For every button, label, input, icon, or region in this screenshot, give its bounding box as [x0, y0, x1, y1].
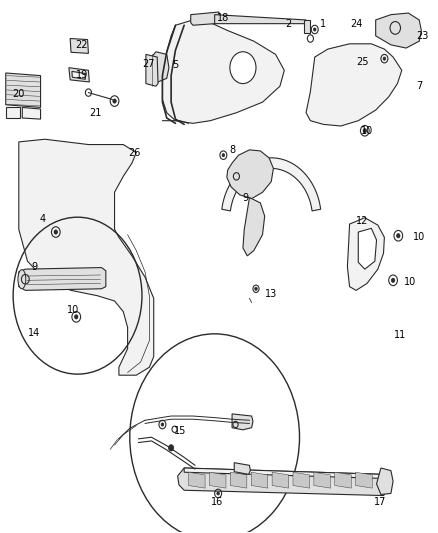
Circle shape	[396, 233, 400, 238]
Text: 26: 26	[128, 148, 140, 158]
Polygon shape	[347, 217, 385, 290]
Polygon shape	[243, 198, 265, 256]
Polygon shape	[377, 468, 393, 495]
Polygon shape	[234, 463, 251, 474]
Circle shape	[169, 445, 174, 451]
Text: 13: 13	[265, 289, 277, 299]
Text: 14: 14	[28, 328, 40, 338]
Text: 11: 11	[393, 330, 406, 341]
Text: 10: 10	[413, 232, 425, 243]
Text: 20: 20	[13, 89, 25, 99]
Polygon shape	[335, 472, 351, 488]
Circle shape	[74, 315, 78, 319]
Circle shape	[314, 28, 316, 31]
Polygon shape	[191, 12, 219, 25]
Text: 5: 5	[172, 60, 179, 70]
Polygon shape	[184, 468, 388, 479]
Polygon shape	[356, 472, 372, 488]
Polygon shape	[188, 472, 205, 488]
Circle shape	[383, 57, 386, 60]
Polygon shape	[70, 38, 88, 53]
Polygon shape	[178, 468, 389, 496]
Circle shape	[222, 154, 225, 157]
Polygon shape	[227, 150, 273, 199]
Text: 25: 25	[357, 58, 369, 67]
Text: 12: 12	[357, 216, 369, 227]
Text: 24: 24	[350, 19, 362, 29]
Polygon shape	[306, 44, 402, 126]
Polygon shape	[19, 268, 106, 290]
Polygon shape	[358, 228, 377, 269]
Polygon shape	[376, 13, 421, 48]
Text: 27: 27	[142, 59, 155, 69]
Polygon shape	[6, 108, 20, 118]
Polygon shape	[69, 68, 89, 82]
Circle shape	[363, 128, 367, 133]
Polygon shape	[222, 158, 321, 211]
Text: 10: 10	[404, 277, 417, 287]
Polygon shape	[149, 52, 169, 82]
Polygon shape	[272, 472, 289, 488]
Text: 22: 22	[76, 40, 88, 50]
Polygon shape	[251, 472, 268, 488]
Text: 1: 1	[320, 19, 326, 29]
Polygon shape	[230, 472, 247, 488]
Circle shape	[54, 230, 57, 234]
Polygon shape	[19, 139, 154, 375]
Text: 23: 23	[417, 31, 429, 41]
Text: 15: 15	[173, 426, 186, 436]
Polygon shape	[304, 20, 311, 33]
Polygon shape	[6, 73, 41, 108]
Text: 9: 9	[31, 262, 37, 271]
Text: 16: 16	[211, 497, 223, 507]
Polygon shape	[72, 71, 85, 79]
Circle shape	[217, 492, 219, 495]
Polygon shape	[22, 108, 41, 119]
Text: 4: 4	[40, 214, 46, 224]
Circle shape	[161, 423, 164, 426]
Polygon shape	[293, 472, 310, 488]
Polygon shape	[232, 414, 253, 430]
Polygon shape	[162, 20, 284, 123]
Ellipse shape	[18, 270, 26, 289]
Text: 10: 10	[67, 305, 79, 315]
Text: 10: 10	[361, 126, 373, 136]
Polygon shape	[314, 472, 330, 488]
Text: 18: 18	[217, 13, 230, 23]
Polygon shape	[146, 54, 158, 86]
Text: 8: 8	[229, 145, 235, 155]
Text: 2: 2	[286, 19, 292, 29]
Circle shape	[391, 278, 395, 282]
Polygon shape	[209, 472, 226, 488]
Text: 17: 17	[374, 497, 386, 507]
Text: 19: 19	[76, 70, 88, 79]
Text: 9: 9	[242, 192, 248, 203]
Polygon shape	[215, 14, 306, 23]
Circle shape	[113, 99, 116, 103]
Circle shape	[230, 52, 256, 84]
Text: 7: 7	[416, 81, 422, 91]
Circle shape	[254, 287, 257, 290]
Text: 21: 21	[89, 108, 101, 118]
